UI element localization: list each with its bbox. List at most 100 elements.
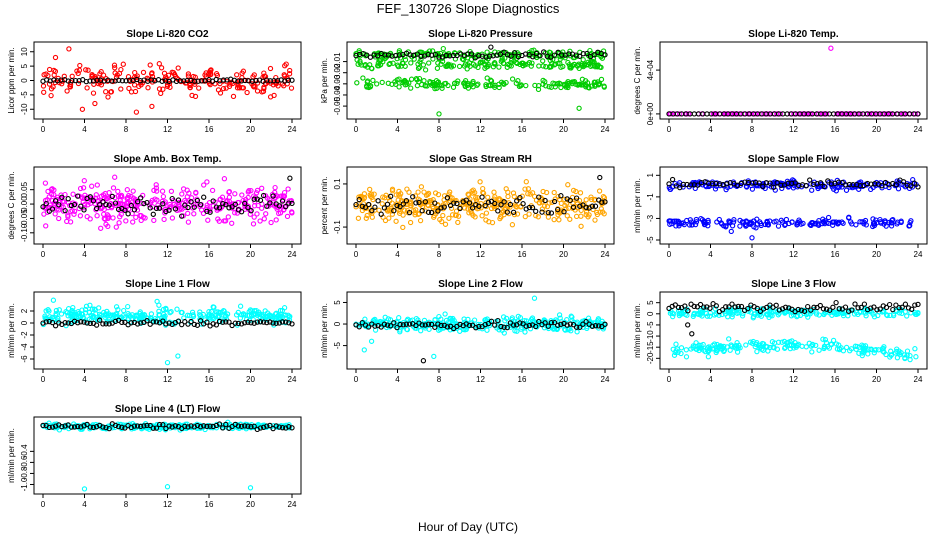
data-point bbox=[726, 304, 732, 310]
data-point bbox=[754, 216, 760, 222]
data-point bbox=[492, 194, 498, 200]
data-point bbox=[764, 218, 770, 225]
data-point bbox=[840, 312, 847, 319]
data-point bbox=[235, 78, 241, 84]
panel-title: Slope Li-820 CO2 bbox=[126, 29, 209, 40]
data-point bbox=[514, 198, 520, 204]
data-point bbox=[224, 311, 231, 317]
data-point bbox=[273, 320, 279, 326]
data-point bbox=[420, 62, 427, 68]
data-point bbox=[61, 73, 67, 79]
data-point bbox=[212, 81, 218, 87]
data-point bbox=[576, 105, 582, 111]
data-point bbox=[485, 82, 492, 88]
data-point bbox=[417, 217, 424, 224]
data-point bbox=[134, 207, 141, 213]
data-point bbox=[236, 84, 242, 90]
data-point bbox=[367, 54, 374, 60]
panel-title: Slope Li-820 Pressure bbox=[428, 29, 533, 40]
data-point bbox=[539, 209, 545, 215]
data-point bbox=[102, 216, 108, 222]
data-point bbox=[523, 323, 529, 329]
data-point bbox=[408, 76, 415, 82]
data-point bbox=[752, 180, 759, 186]
data-point bbox=[254, 187, 261, 194]
data-point bbox=[205, 217, 211, 223]
data-point bbox=[833, 299, 839, 306]
data-point bbox=[871, 304, 877, 310]
data-point bbox=[694, 311, 700, 317]
data-point bbox=[110, 185, 117, 191]
data-point bbox=[815, 185, 821, 192]
data-point bbox=[153, 319, 160, 325]
data-point bbox=[108, 78, 115, 84]
data-point bbox=[580, 324, 586, 330]
data-point bbox=[438, 205, 444, 211]
data-point bbox=[859, 352, 865, 359]
data-point bbox=[676, 221, 682, 227]
data-point bbox=[857, 183, 863, 189]
data-point bbox=[232, 191, 238, 197]
data-point bbox=[536, 194, 542, 200]
data-point bbox=[829, 184, 835, 190]
data-point bbox=[470, 78, 476, 85]
data-point bbox=[482, 202, 488, 209]
data-point bbox=[429, 82, 435, 88]
data-point bbox=[587, 47, 593, 54]
data-point bbox=[273, 423, 279, 429]
data-point bbox=[561, 196, 568, 203]
data-point bbox=[201, 182, 207, 188]
data-point bbox=[40, 204, 46, 210]
data-point bbox=[712, 306, 718, 312]
data-point bbox=[166, 204, 173, 211]
data-point bbox=[703, 183, 709, 190]
x-tick-label: 8 bbox=[437, 375, 442, 384]
data-point bbox=[556, 217, 562, 223]
x-tick-label: 12 bbox=[163, 500, 172, 509]
data-point bbox=[420, 358, 427, 364]
data-point bbox=[564, 317, 570, 323]
data-point bbox=[92, 307, 99, 313]
data-point bbox=[119, 319, 125, 326]
x-tick-label: 24 bbox=[288, 375, 297, 384]
data-point bbox=[567, 48, 573, 54]
data-point bbox=[393, 218, 399, 224]
data-point bbox=[64, 88, 70, 94]
y-tick-label: 0 bbox=[333, 321, 342, 326]
data-point bbox=[220, 77, 227, 83]
data-point bbox=[167, 84, 173, 90]
data-point bbox=[782, 310, 788, 316]
data-point bbox=[132, 88, 139, 95]
x-tick-label: 12 bbox=[789, 375, 798, 384]
data-point bbox=[185, 210, 191, 217]
y-axis-label: ml/min per min. bbox=[320, 303, 329, 358]
data-point bbox=[680, 184, 686, 190]
data-point bbox=[908, 183, 914, 189]
data-point bbox=[133, 109, 140, 115]
x-tick-label: 4 bbox=[82, 125, 87, 134]
data-point bbox=[118, 86, 124, 92]
data-point bbox=[229, 204, 235, 210]
data-point bbox=[485, 199, 492, 205]
data-point bbox=[809, 220, 816, 226]
data-point bbox=[75, 80, 82, 87]
y-tick-label: -3 bbox=[646, 214, 655, 222]
data-point bbox=[884, 312, 890, 319]
data-point bbox=[131, 423, 138, 429]
data-point bbox=[863, 313, 869, 319]
data-point bbox=[715, 344, 721, 351]
data-point bbox=[788, 313, 795, 319]
panel-title: Slope Sample Flow bbox=[748, 154, 839, 165]
y-tick-label: -0.8 bbox=[20, 466, 29, 480]
data-point bbox=[489, 219, 496, 226]
data-point bbox=[545, 209, 551, 216]
data-point bbox=[444, 195, 451, 201]
data-point bbox=[81, 178, 87, 184]
data-point bbox=[413, 325, 420, 331]
data-point bbox=[84, 320, 90, 326]
data-point bbox=[566, 51, 572, 57]
data-point bbox=[56, 307, 62, 313]
data-point bbox=[456, 63, 463, 70]
data-point bbox=[408, 85, 414, 91]
x-tick-label: 0 bbox=[354, 250, 359, 259]
